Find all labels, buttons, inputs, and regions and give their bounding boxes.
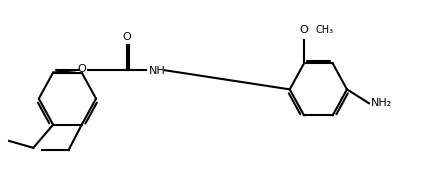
Text: NH: NH xyxy=(149,66,165,76)
Text: O: O xyxy=(299,25,308,35)
Text: O: O xyxy=(122,32,131,42)
Text: O: O xyxy=(78,64,86,74)
Text: NH₂: NH₂ xyxy=(371,98,392,108)
Text: CH₃: CH₃ xyxy=(315,25,333,35)
